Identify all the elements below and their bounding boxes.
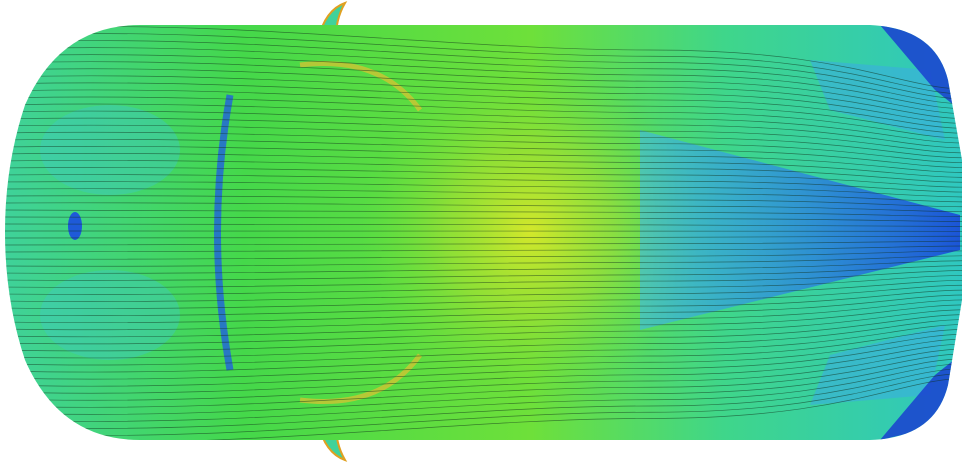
page: {} html, body { margin: 0; padding: 0; b… (0, 0, 967, 463)
page-body: (() => { JSON.parse(document.getElementB… (0, 0, 967, 463)
surface-details (0, 0, 967, 463)
nose-spot (68, 212, 82, 240)
car-flow-visualization (0, 0, 967, 463)
